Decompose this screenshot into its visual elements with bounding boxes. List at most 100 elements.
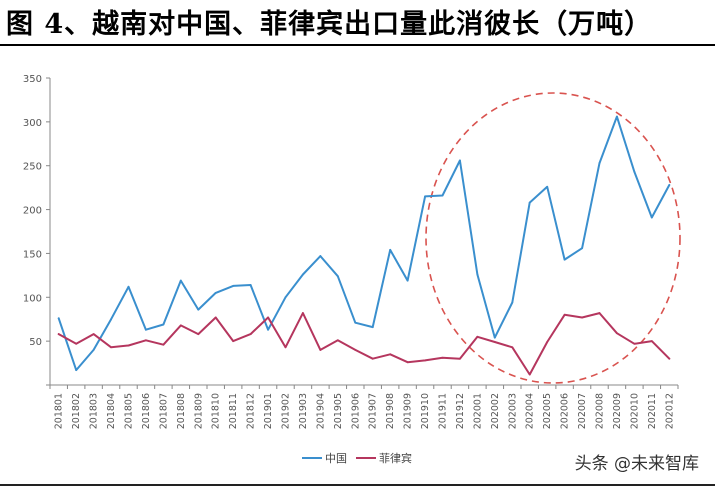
data-point [528,373,531,376]
data-point [406,361,409,364]
x-tick-label: 202007 [577,393,588,429]
x-tick-label: 201807 [158,393,169,429]
data-point [424,359,426,362]
data-point [511,346,514,349]
x-tick-label: 202003 [507,393,518,429]
data-point [75,342,78,345]
data-point [145,339,147,342]
x-tick-label: 202004 [525,393,536,429]
data-point [546,341,549,343]
data-point [459,357,461,360]
data-point [92,333,95,336]
x-tick-label: 202002 [490,393,501,429]
x-tick-label: 201811 [228,393,239,429]
data-point [650,216,653,219]
data-point [197,308,200,311]
y-tick-label: 200 [23,206,42,217]
x-tick-label: 201912 [455,393,466,429]
x-tick-label: 202006 [560,393,571,429]
data-point [57,317,60,320]
x-tick-label: 202009 [612,393,623,429]
data-point [267,316,269,319]
y-tick-label: 100 [23,293,42,304]
data-point [75,369,78,371]
data-point [179,324,182,327]
legend-label: 中国 [325,452,347,465]
data-point [284,346,287,349]
y-tick-label: 150 [23,249,42,260]
data-point [319,349,322,351]
x-tick-label: 201907 [368,393,379,429]
data-point [284,296,287,299]
x-tick-label: 201910 [420,393,431,429]
x-tick-label: 202001 [472,393,483,429]
data-point [616,115,618,118]
data-point [110,346,112,349]
data-point [336,339,339,342]
watermark-text: 头条 @未来智库 [574,454,699,474]
data-point [127,285,130,288]
x-tick-label: 201906 [350,393,361,429]
data-point [633,170,636,173]
x-tick-label: 201812 [246,393,257,429]
data-point [476,335,479,338]
data-point [214,292,217,294]
x-tick-label: 201901 [263,393,274,429]
data-point [214,316,217,319]
data-point [493,341,496,343]
data-point [354,321,357,324]
data-point [650,340,653,343]
data-point [511,301,514,304]
data-point [197,333,200,336]
data-point [581,247,583,250]
data-point [493,336,496,339]
data-point [581,316,583,319]
y-tick-label: 50 [29,337,42,348]
x-tick-label: 202008 [595,393,606,429]
data-point [92,349,95,351]
data-point [110,318,112,321]
data-point [162,323,165,326]
data-point [232,284,235,287]
x-tick-label: 201806 [141,393,152,429]
x-tick-label: 201802 [71,393,82,429]
data-point [319,255,322,257]
data-point [668,357,671,360]
highlight-ellipse [425,92,681,384]
x-tick-label: 201911 [438,393,449,429]
data-point [389,353,392,356]
x-tick-label: 202010 [629,393,640,429]
data-point [371,357,374,360]
data-point [441,356,444,359]
data-point [633,342,636,345]
x-tick-label: 201810 [211,393,222,429]
data-point [476,273,479,276]
x-tick-label: 202012 [664,393,675,429]
data-point [668,184,671,186]
data-point [302,273,304,276]
x-tick-label: 201903 [298,393,309,429]
x-tick-label: 201805 [124,393,135,429]
title-divider [0,44,715,46]
data-point [598,312,601,314]
bottom-divider [0,484,715,486]
x-tick-label: 201804 [106,393,117,429]
data-point [563,258,566,261]
x-tick-label: 201801 [54,393,65,429]
data-point [546,185,549,188]
data-point [441,194,444,197]
data-point [232,340,235,343]
chart-title: 图 4、越南对中国、菲律宾出口量此消彼长（万吨） [6,9,653,40]
data-point [424,195,426,198]
data-point [354,349,357,351]
legend-label: 菲律宾 [379,451,412,465]
data-point [336,275,339,278]
x-tick-label: 201904 [315,393,326,429]
data-point [249,333,252,336]
x-tick-label: 201808 [176,393,187,429]
y-tick-label: 300 [23,118,42,129]
x-tick-label: 201905 [333,393,344,429]
series-line-philippines [57,312,671,376]
series-line-china [57,115,671,372]
